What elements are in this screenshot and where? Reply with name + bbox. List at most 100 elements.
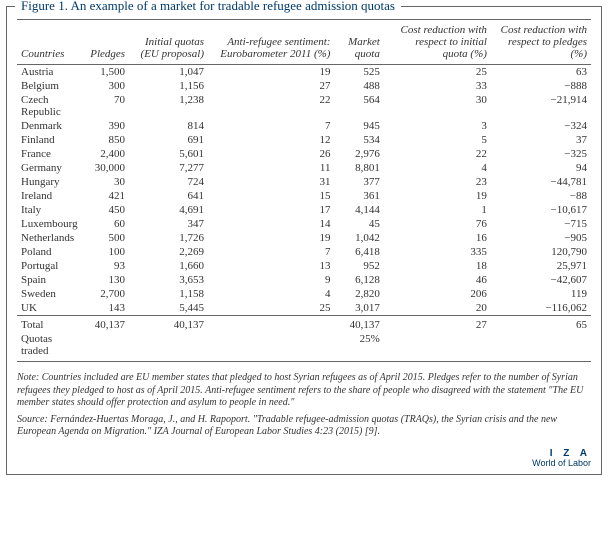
table-row: Finland85069112534537 [17,133,591,147]
value-cell: 7 [208,119,334,133]
value-cell: 22 [208,93,334,119]
value-cell: 1,238 [129,93,208,119]
col-header: Countries [17,20,86,65]
value-cell: 23 [384,175,491,189]
value-cell: 945 [334,119,383,133]
value-cell: 206 [384,287,491,301]
value-cell: 6,418 [334,245,383,259]
value-cell: 30,000 [86,161,129,175]
value-cell: 13 [208,259,334,273]
value-cell: −888 [491,79,591,93]
value-cell: 37 [491,133,591,147]
value-cell: 18 [384,259,491,273]
value-cell: 3,017 [334,301,383,316]
value-cell: 119 [491,287,591,301]
value-cell: 377 [334,175,383,189]
country-cell: Belgium [17,79,86,93]
value-cell [208,332,334,362]
value-cell: 40,137 [129,316,208,333]
value-cell: 100 [86,245,129,259]
table-row: Sweden2,7001,15842,820206119 [17,287,591,301]
value-cell: 335 [384,245,491,259]
value-cell: −905 [491,231,591,245]
value-cell: 16 [384,231,491,245]
value-cell: 17 [208,203,334,217]
value-cell: 2,976 [334,147,383,161]
value-cell: 641 [129,189,208,203]
value-cell: 691 [129,133,208,147]
value-cell: 1,158 [129,287,208,301]
value-cell: 4 [384,161,491,175]
value-cell: 2,400 [86,147,129,161]
value-cell: 76 [384,217,491,231]
country-cell: Netherlands [17,231,86,245]
value-cell: 25% [334,332,383,362]
col-header: Cost reduction with respect to pledges (… [491,20,591,65]
value-cell: 46 [384,273,491,287]
value-cell: −42,607 [491,273,591,287]
table-row: Spain1303,65396,12846−42,607 [17,273,591,287]
value-cell: 5,601 [129,147,208,161]
figure-source: Source: Fernández-Huertas Moraga, J., an… [7,412,601,447]
value-cell [129,332,208,362]
value-cell: 63 [491,65,591,80]
col-header: Market quota [334,20,383,65]
value-cell: 564 [334,93,383,119]
figure-note: Note: Countries included are EU member s… [7,366,601,412]
table-row: Netherlands5001,726191,04216−905 [17,231,591,245]
col-header: Initial quotas (EU proposal) [129,20,208,65]
value-cell: 94 [491,161,591,175]
value-cell: 5 [384,133,491,147]
country-cell: Poland [17,245,86,259]
value-cell: −325 [491,147,591,161]
value-cell: 1,726 [129,231,208,245]
country-cell: Denmark [17,119,86,133]
country-cell: Austria [17,65,86,80]
table-row: Luxembourg60347144576−715 [17,217,591,231]
table-row: UK1435,445253,01720−116,062 [17,301,591,316]
country-cell: Hungary [17,175,86,189]
value-cell [86,332,129,362]
value-cell: 4 [208,287,334,301]
table-row: Total40,13740,13740,1372765 [17,316,591,333]
value-cell [384,332,491,362]
value-cell: 724 [129,175,208,189]
value-cell: 27 [208,79,334,93]
iza-logo-top: I Z A [550,449,591,459]
value-cell: 60 [86,217,129,231]
table-row: Portugal931,660139521825,971 [17,259,591,273]
iza-logo: I Z A World of Labor [532,449,591,468]
country-cell: Sweden [17,287,86,301]
value-cell: 40,137 [334,316,383,333]
value-cell: −88 [491,189,591,203]
value-cell: 2,700 [86,287,129,301]
table-header: CountriesPledgesInitial quotas (EU propo… [17,20,591,65]
country-cell: Portugal [17,259,86,273]
table-wrap: CountriesPledgesInitial quotas (EU propo… [7,19,601,366]
table-row: Hungary307243137723−44,781 [17,175,591,189]
value-cell: 12 [208,133,334,147]
value-cell: 33 [384,79,491,93]
value-cell: 1,660 [129,259,208,273]
country-cell: Spain [17,273,86,287]
value-cell: 20 [384,301,491,316]
value-cell: 421 [86,189,129,203]
country-cell: UK [17,301,86,316]
value-cell: 3 [384,119,491,133]
table-row: France2,4005,601262,97622−325 [17,147,591,161]
value-cell: 2,820 [334,287,383,301]
value-cell: 30 [384,93,491,119]
value-cell: 488 [334,79,383,93]
value-cell: 45 [334,217,383,231]
value-cell: 525 [334,65,383,80]
iza-logo-bottom: World of Labor [532,459,591,468]
value-cell: 6,128 [334,273,383,287]
value-cell: 8,801 [334,161,383,175]
country-cell: Luxembourg [17,217,86,231]
value-cell: −324 [491,119,591,133]
value-cell: 850 [86,133,129,147]
value-cell: 7 [208,245,334,259]
country-cell: Italy [17,203,86,217]
value-cell: 15 [208,189,334,203]
value-cell: 4,144 [334,203,383,217]
